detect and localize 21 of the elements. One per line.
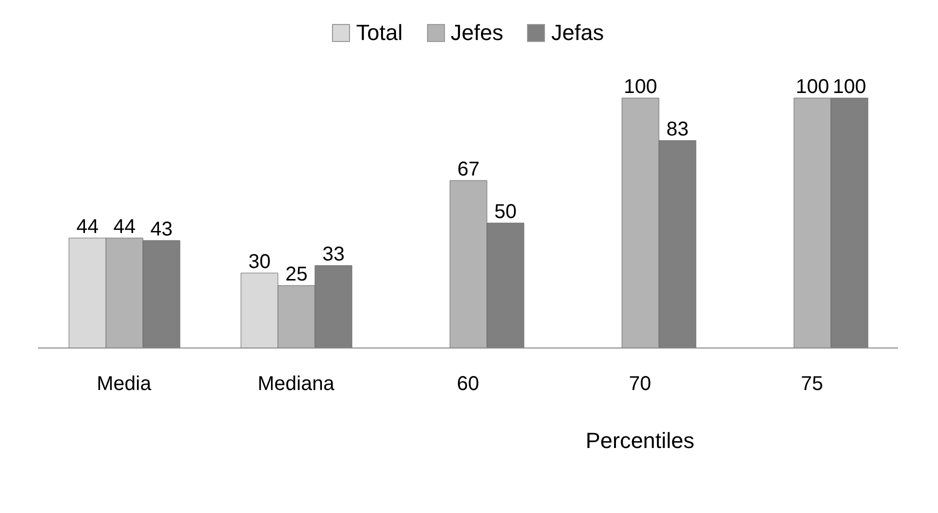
x-tick-label: 60: [456, 373, 480, 396]
data-label: 33: [322, 244, 345, 266]
legend-label: Total: [356, 20, 403, 46]
data-label: 50: [494, 201, 517, 223]
legend-label: Jefes: [450, 20, 504, 46]
x-tick-label: 70: [628, 373, 652, 396]
data-label: 25: [285, 264, 308, 286]
data-label: 83: [666, 118, 689, 140]
text: Percentiles: [584, 428, 696, 454]
data-label: 44: [113, 216, 136, 238]
data-label: 100: [624, 76, 658, 98]
data-label: 67: [457, 158, 480, 180]
data-label: 44: [76, 216, 99, 238]
data-label: 30: [248, 251, 271, 273]
x-tick-label: Mediana: [258, 373, 336, 396]
legend-label: Jefas: [551, 20, 604, 46]
x-tick-label: Media: [96, 373, 152, 396]
data-label: 100: [832, 76, 866, 98]
data-label: 43: [150, 218, 173, 240]
x-tick-label: 75: [800, 373, 824, 396]
data-label: 100: [796, 76, 830, 98]
